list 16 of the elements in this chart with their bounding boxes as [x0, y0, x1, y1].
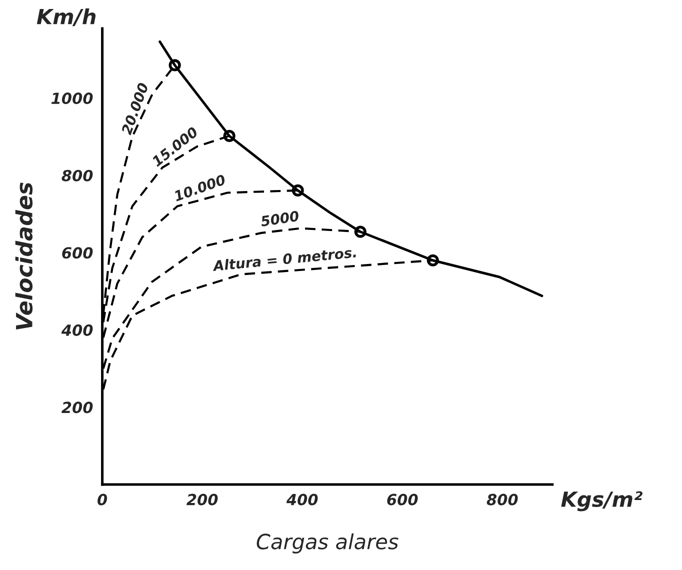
y-tick-label: 1000 [51, 92, 93, 104]
x-tick-label: 0 [98, 494, 108, 506]
y-tick-label: 800 [62, 170, 93, 182]
x-tick-label: 200 [186, 494, 218, 506]
y-axis-title: Velocidades [15, 182, 33, 330]
text: Km/h [36, 8, 96, 26]
y-tick-label: 600 [62, 247, 93, 259]
x-tick-label: 600 [387, 494, 418, 506]
y-tick-label: 200 [62, 402, 93, 414]
x-tick-label: 400 [286, 494, 318, 506]
y-tick-label: 400 [61, 324, 93, 336]
x-axis-title: Cargas alares [256, 533, 398, 554]
text: 5000 [260, 210, 300, 227]
text: Altura = 0 metros. [212, 246, 356, 272]
text: Kgs/m² [561, 491, 643, 512]
x-tick-label: 800 [486, 494, 518, 506]
